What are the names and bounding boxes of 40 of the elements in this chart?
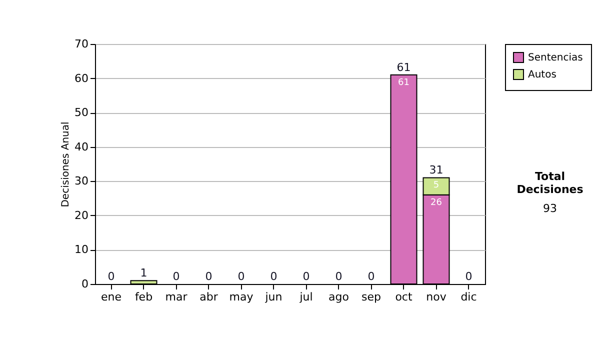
total-label: 31 bbox=[429, 164, 444, 177]
y-tick-label: 60 bbox=[74, 72, 88, 85]
y-tick-label: 30 bbox=[74, 174, 88, 188]
y-tick-label: 0 bbox=[82, 278, 88, 290]
legend-label: Autos bbox=[528, 70, 556, 80]
total-label: 0 bbox=[302, 270, 310, 283]
total-label: 0 bbox=[205, 270, 212, 283]
legend-label: Sentencias bbox=[528, 52, 583, 64]
y-tick-label: 50 bbox=[74, 106, 88, 120]
x-tick-label: dic bbox=[460, 290, 477, 304]
x-tick-label: jul bbox=[298, 290, 313, 304]
y-tick-label: 40 bbox=[74, 140, 88, 154]
total-label: 0 bbox=[368, 270, 375, 283]
x-tick-label: ene bbox=[100, 290, 122, 304]
total-label: 0 bbox=[238, 270, 245, 283]
total-label: 0 bbox=[172, 270, 180, 283]
x-tick-label: mar bbox=[165, 290, 188, 304]
y-tick-label: 20 bbox=[74, 208, 88, 222]
data-label: 5 bbox=[433, 180, 440, 191]
y-tick-label: 70 bbox=[74, 38, 88, 50]
total-label: 0 bbox=[108, 270, 115, 283]
total-label: 61 bbox=[396, 60, 411, 74]
total-label: 0 bbox=[335, 270, 342, 283]
text: Total Decisiones bbox=[516, 170, 584, 196]
x-tick-label: sep bbox=[362, 290, 382, 304]
x-tick-label: feb bbox=[134, 290, 153, 304]
data-label: 26 bbox=[430, 198, 442, 208]
x-tick-label: abr bbox=[200, 290, 218, 304]
data-label: 61 bbox=[398, 78, 410, 88]
total-label: 0 bbox=[465, 270, 472, 283]
text: 93 bbox=[542, 202, 558, 215]
total-label: 0 bbox=[270, 270, 278, 283]
total-label: 1 bbox=[140, 266, 148, 280]
y-tick-label: 10 bbox=[74, 243, 88, 256]
x-tick-label: jun bbox=[264, 290, 282, 304]
x-tick-label: nov bbox=[426, 290, 447, 304]
x-tick-label: ago bbox=[328, 290, 350, 304]
y-axis-title: Decisiones Anual bbox=[60, 122, 72, 208]
x-tick-label: may bbox=[229, 290, 254, 304]
x-tick-label: oct bbox=[395, 290, 413, 304]
